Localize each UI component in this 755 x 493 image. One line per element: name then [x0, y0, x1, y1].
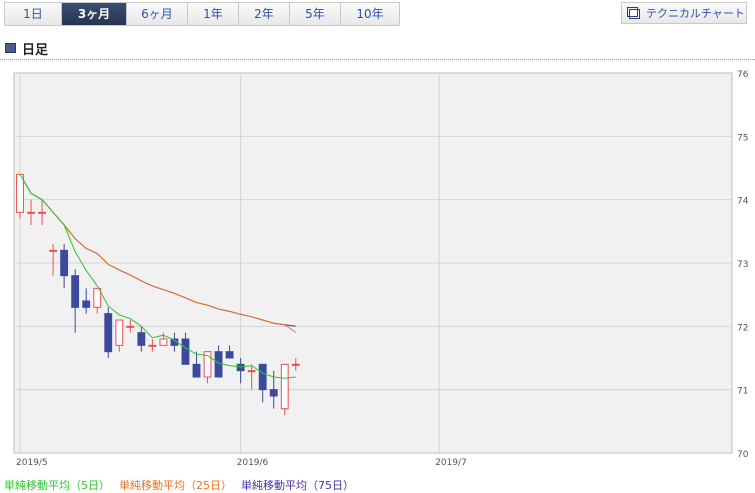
candlestick-chart: 70 71 72 73 74 75 76 2019/5 2019/6 2019/7: [13, 70, 749, 468]
tab-5[interactable]: 2年: [239, 3, 290, 25]
ma5-path: [19, 174, 296, 379]
candle: [236, 358, 245, 384]
x-axis: 2019/5 2019/6 2019/7: [16, 458, 467, 468]
grid-lines: [14, 73, 732, 453]
y-tick-label: 73: [737, 260, 748, 270]
x-tick-label: 2019/7: [435, 458, 467, 468]
legend-item-2: 単純移動平均（25日）: [119, 479, 232, 492]
technical-chart-button[interactable]: テクニカルチャート: [621, 2, 747, 24]
candle: [104, 307, 113, 358]
candle: [60, 244, 69, 289]
candle: [148, 339, 157, 352]
candle: [71, 269, 80, 333]
y-tick-label: 70: [737, 450, 749, 460]
y-tick-label: 74: [737, 197, 749, 207]
candle: [16, 173, 24, 219]
legend: 単純移動平均（5日） 単純移動平均（25日） 単純移動平均（75日）: [4, 477, 363, 493]
candle: [27, 199, 35, 225]
tab-1[interactable]: 1日: [5, 3, 62, 25]
ma5-line: [19, 174, 296, 379]
y-tick-label: 72: [737, 323, 748, 333]
candle: [93, 287, 102, 314]
section-title: 日足: [22, 43, 49, 58]
candle: [192, 351, 201, 378]
tab-2[interactable]: 3ヶ月: [62, 3, 127, 25]
tab-7[interactable]: 10年: [341, 3, 399, 25]
period-tabs: 1日 3ヶ月 6ヶ月 1年 2年 5年 10年: [4, 2, 400, 26]
candles: [16, 173, 300, 415]
square-bullet-icon: [5, 43, 16, 53]
y-tick-label: 71: [737, 387, 748, 397]
tab-4[interactable]: 1年: [188, 3, 239, 25]
candle: [280, 363, 289, 415]
candle: [225, 345, 234, 359]
candle: [115, 319, 124, 352]
candle: [38, 199, 46, 225]
x-tick-label: 2019/6: [237, 458, 269, 468]
ma25-line: [19, 174, 297, 333]
candle: [258, 363, 267, 403]
technical-chart-label: テクニカルチャート: [646, 7, 745, 20]
candle: [49, 244, 58, 276]
x-tick-label: 2019/5: [16, 458, 48, 468]
tab-6[interactable]: 5年: [290, 3, 341, 25]
y-axis: 70 71 72 73 74 75 76: [737, 70, 749, 460]
candle: [247, 364, 256, 390]
candle: [181, 332, 190, 365]
tab-3[interactable]: 6ヶ月: [127, 3, 188, 25]
candle: [291, 358, 300, 371]
y-tick-label: 76: [737, 70, 749, 80]
legend-item-3: 単純移動平均（75日）: [241, 479, 354, 492]
candle: [82, 288, 91, 314]
window-icon: [627, 7, 640, 19]
dotted-divider: [0, 59, 755, 60]
candle: [137, 326, 146, 352]
candle: [203, 351, 212, 384]
legend-item-1: 単純移動平均（5日）: [4, 479, 110, 492]
y-tick-label: 75: [737, 133, 748, 143]
ma25-path: [19, 174, 297, 333]
candle: [126, 320, 135, 333]
